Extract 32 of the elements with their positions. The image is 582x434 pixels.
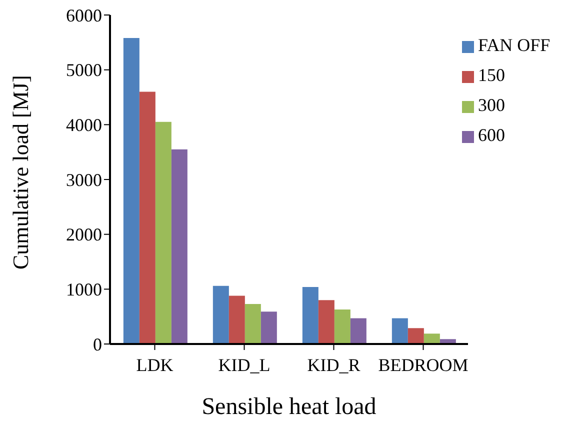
bar [123,38,140,344]
y-tick-label: 4000 [66,115,102,136]
y-tick-label: 1000 [66,280,102,300]
bar [228,296,245,344]
y-tick-label: 5000 [66,60,102,80]
y-tick-label: 3000 [66,170,102,190]
bar [260,312,277,344]
legend-label: 300 [478,95,505,115]
bar [139,92,156,344]
bar [212,286,229,344]
x-tick-label: LDK [136,354,174,375]
legend-label: FAN OFF [478,35,550,55]
y-tick-label: 2000 [66,224,102,245]
y-tick-label: 0 [93,334,102,354]
bar [244,304,261,344]
bar [334,309,350,344]
bar [318,300,334,344]
bar [171,149,188,344]
bar [392,318,408,344]
y-tick-label: 6000 [66,5,102,26]
x-tick-label: KID_L [218,354,270,375]
bar [302,286,318,344]
x-tick-label: BEDROOM [378,354,468,375]
x-tick-label: KID_R [307,354,360,375]
bar [408,328,424,344]
y-axis-title: Cumulative load [MJ] [8,75,33,270]
bar [424,334,440,344]
legend-label: 600 [478,125,505,145]
bar [155,122,172,344]
legend-label: 150 [478,65,505,85]
x-axis-title: Sensible heat load [202,394,376,420]
bar [350,318,366,344]
